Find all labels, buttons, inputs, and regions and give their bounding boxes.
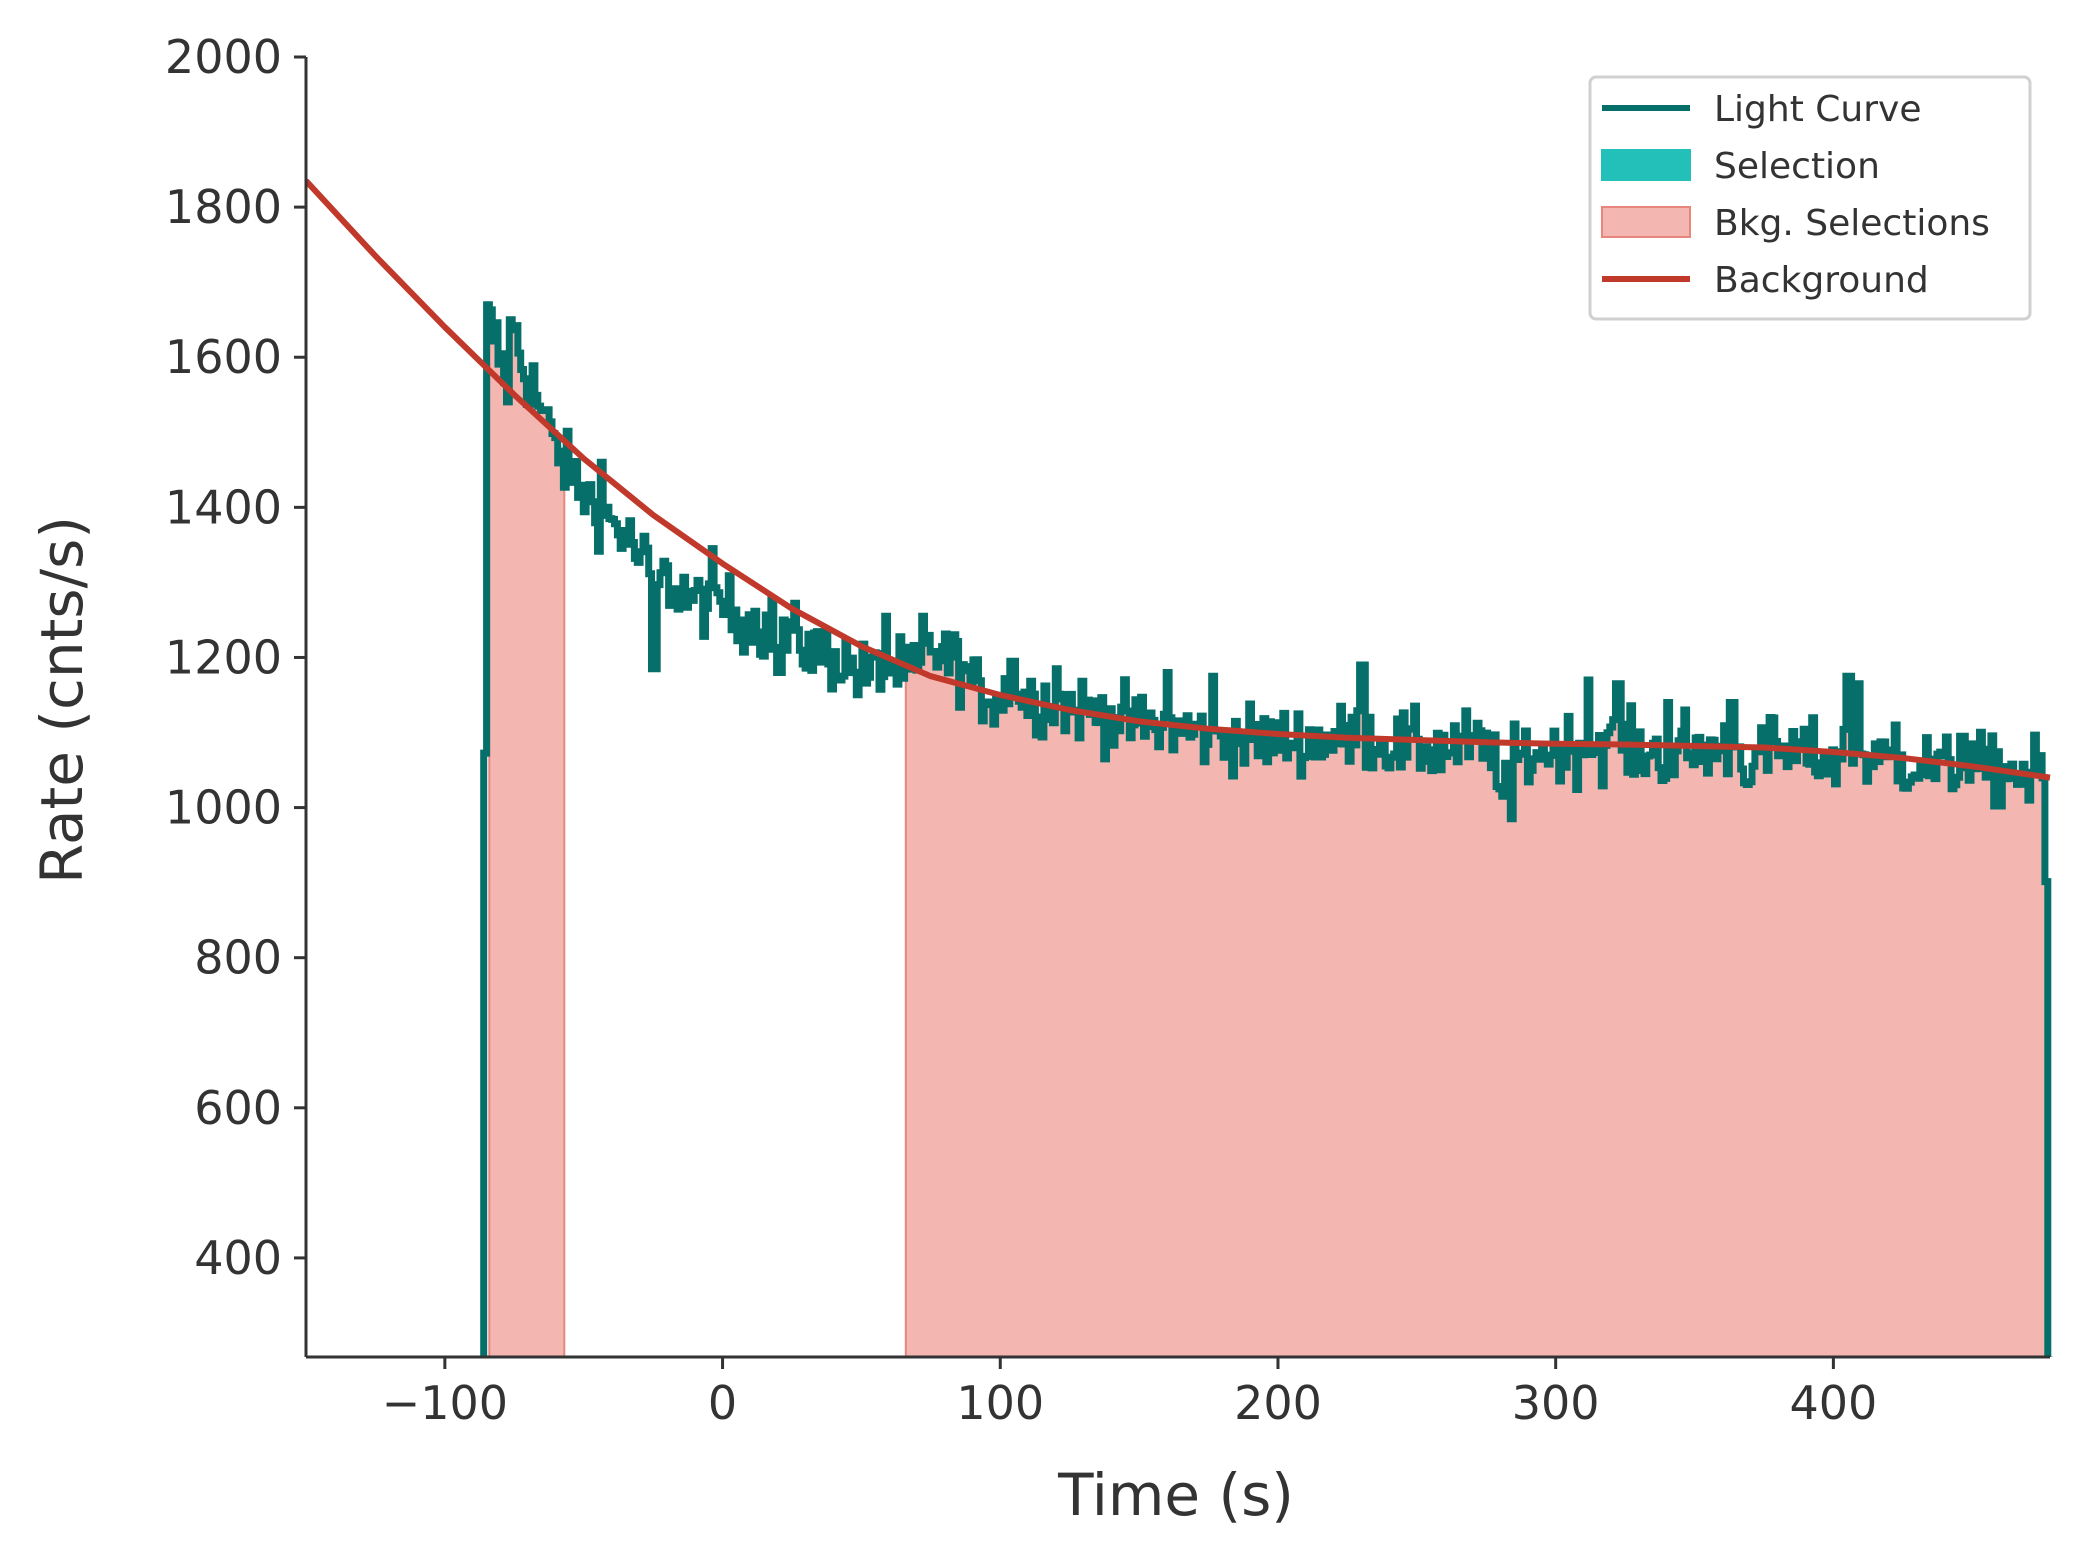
background-fit-line (306, 178, 2051, 781)
y-tick-label: 1200 (165, 630, 282, 684)
legend-label-selection: Selection (1714, 146, 1880, 187)
legend-label-bkg-selections: Bkg. Selections (1714, 203, 1990, 244)
axes (304, 57, 2050, 1359)
plot-area (306, 178, 2053, 1357)
y-tick-label: 1000 (165, 781, 282, 835)
legend-frame (1588, 75, 2032, 321)
y-tick-label: 2000 (165, 30, 282, 84)
x-tick-label: 200 (1234, 1376, 1322, 1430)
x-tick-label: 400 (1789, 1376, 1877, 1430)
legend-swatch-bkg-selections (1601, 206, 1691, 238)
x-tick-label: 100 (956, 1376, 1044, 1430)
x-tick-label: −100 (382, 1376, 508, 1430)
x-tick-label: 300 (1512, 1376, 1600, 1430)
legend-label-background: Background (1714, 260, 1929, 301)
y-tick-label: 400 (194, 1231, 282, 1285)
y-tick-label: 1400 (165, 480, 282, 534)
legend-label-light-curve: Light Curve (1714, 89, 1922, 130)
light-curve-line (480, 301, 2053, 1357)
background-fit-series (306, 178, 2051, 781)
y-tick-label: 1800 (165, 180, 282, 234)
legend: Light Curve Selection Bkg. Selections Backg… (1588, 75, 2032, 321)
y-tick-label: 800 (194, 931, 282, 985)
light-curve-series (480, 301, 2053, 1357)
x-axis-ticks: −100 0 100 200 300 400 (382, 1357, 1877, 1430)
x-axis-title: Time (s) (1057, 1461, 1294, 1529)
y-axis-ticks: 400 600 800 1000 1200 1400 1600 1800 2000 (165, 30, 306, 1285)
legend-swatch-selection (1601, 149, 1691, 181)
y-axis-title: Rate (cnts/s) (28, 516, 96, 884)
bkg-selection-region-1 (488, 303, 566, 1357)
x-tick-label: 0 (708, 1376, 737, 1430)
y-tick-label: 600 (194, 1081, 282, 1135)
bkg-selection-regions (488, 303, 2051, 1357)
y-tick-label: 1600 (165, 330, 282, 384)
